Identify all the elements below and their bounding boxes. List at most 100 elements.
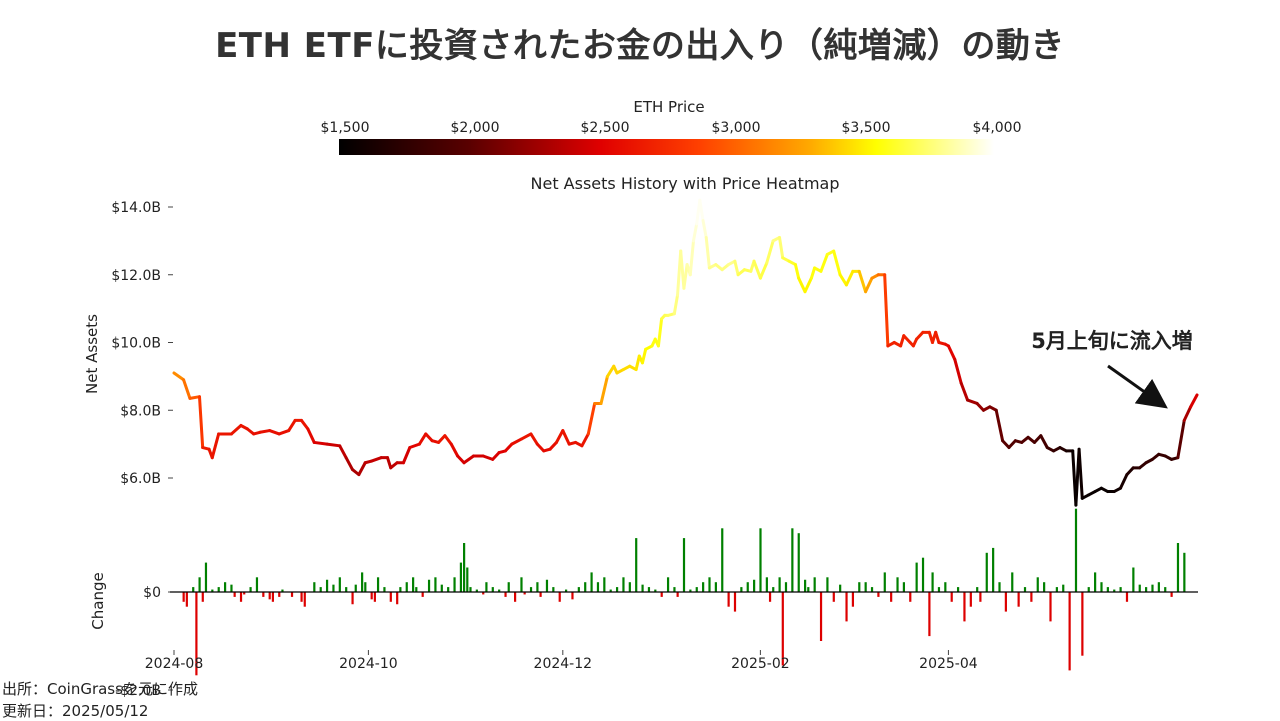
flow-bar xyxy=(223,582,227,592)
flow-bar xyxy=(577,587,580,592)
line-segment xyxy=(797,276,807,294)
flow-bar xyxy=(268,592,271,600)
x-tick-label: 2024-12 xyxy=(534,656,593,672)
flow-bar xyxy=(1043,582,1046,592)
line-segment xyxy=(672,293,680,316)
flow-bar xyxy=(909,592,912,602)
flow-bar xyxy=(979,592,982,602)
flow-bar xyxy=(733,592,737,612)
line-segment xyxy=(809,266,817,280)
flow-bar xyxy=(819,592,823,641)
flow-bar xyxy=(1055,587,1058,592)
flow-bar xyxy=(1011,572,1014,592)
flow-bar xyxy=(676,592,679,597)
flow-bar xyxy=(721,528,724,592)
line-segment xyxy=(899,334,906,348)
flow-bar xyxy=(647,587,651,592)
colorbar-tick-label: $3,500 xyxy=(842,120,891,136)
flow-bar xyxy=(584,582,587,592)
flow-bar xyxy=(491,587,494,592)
line-segment xyxy=(691,222,699,243)
line-segment xyxy=(258,429,272,434)
line-segment xyxy=(934,330,941,344)
flow-bar xyxy=(243,592,246,595)
line-segment xyxy=(857,269,868,294)
flow-bar xyxy=(976,587,979,592)
flow-bar xyxy=(896,577,899,592)
flow-bar xyxy=(1049,592,1052,622)
flow-bar xyxy=(373,592,376,602)
line-segment xyxy=(832,249,842,277)
line-segment xyxy=(437,434,447,444)
line-segment xyxy=(698,198,705,223)
y-tick-label: $12.0B xyxy=(111,268,161,284)
flow-bar xyxy=(673,587,676,592)
line-segment xyxy=(386,456,393,470)
line-segment xyxy=(370,456,383,463)
colorbar-tick-label: $3,000 xyxy=(712,120,761,136)
flow-bar xyxy=(485,582,488,592)
line-segment xyxy=(580,432,590,448)
flow-bar xyxy=(281,589,284,592)
flow-bar xyxy=(520,577,523,592)
flow-bar xyxy=(415,587,418,592)
line-segment xyxy=(765,239,775,265)
colorbar-label: ETH Price xyxy=(633,98,704,116)
line-segment xyxy=(656,317,664,348)
flow-bar xyxy=(609,589,612,592)
line-segment xyxy=(1001,439,1011,450)
flow-bar xyxy=(300,592,303,602)
flow-bar xyxy=(1062,584,1065,592)
flow-bar xyxy=(383,587,386,592)
flow-bar xyxy=(412,577,415,592)
flow-bar xyxy=(660,592,663,597)
line-segment xyxy=(599,374,609,405)
line-segment xyxy=(752,259,762,280)
flow-bar xyxy=(768,592,772,602)
line-segment xyxy=(456,454,466,465)
flow-bar xyxy=(666,577,670,592)
line-segment xyxy=(1125,466,1135,477)
line-segment xyxy=(1007,439,1017,450)
flow-bar xyxy=(1017,592,1020,607)
flow-bar xyxy=(1074,508,1078,592)
line-segment xyxy=(793,263,801,280)
line-segment xyxy=(417,432,428,446)
line-segment xyxy=(561,429,571,446)
line-segment xyxy=(1119,473,1129,490)
flow-bar xyxy=(931,572,934,592)
line-segment xyxy=(535,442,546,453)
line-segment xyxy=(803,276,813,294)
flow-bar xyxy=(839,584,842,592)
flow-bar xyxy=(628,582,631,592)
flow-bar xyxy=(332,584,335,592)
line-segment xyxy=(481,454,495,461)
flow-bar xyxy=(1176,543,1180,592)
line-segment xyxy=(462,454,476,465)
flow-bar xyxy=(498,589,501,592)
flow-y-tick-label: $0 xyxy=(143,585,161,601)
flow-bar xyxy=(345,587,348,592)
colorbar-tick-label: $4,000 xyxy=(973,120,1022,136)
flow-bar xyxy=(405,582,408,592)
line-segment xyxy=(491,451,501,461)
flow-bar xyxy=(1125,592,1129,602)
line-segment xyxy=(519,432,533,441)
flow-bar xyxy=(1023,587,1027,592)
colorbar-tick-labels: $1,500 $2,000 $2,500 $3,000 $3,500 $4,000 xyxy=(321,120,1022,136)
flow-bar xyxy=(641,584,644,592)
line-segment xyxy=(408,442,421,450)
line-segment xyxy=(838,273,848,287)
flow-bar xyxy=(1068,592,1071,671)
y-tick-label: $8.0B xyxy=(120,403,161,419)
flow-bar xyxy=(303,592,306,607)
flow-bar xyxy=(791,528,794,592)
flow-bar xyxy=(545,579,549,592)
flow-bar xyxy=(596,582,600,592)
flow-bar xyxy=(271,592,274,602)
flow-bar xyxy=(434,577,437,592)
x-tick-label: 2025-02 xyxy=(731,656,790,672)
flow-bar xyxy=(370,592,373,600)
line-segment xyxy=(864,276,874,294)
flow-bar xyxy=(695,587,698,592)
